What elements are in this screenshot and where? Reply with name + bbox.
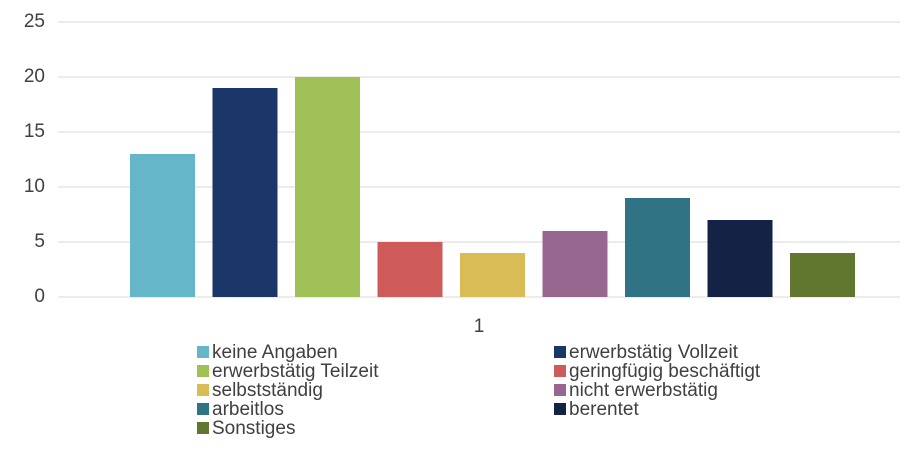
legend-label: arbeitlos: [212, 399, 284, 420]
legend-label: erwerbstätig Teilzeit: [212, 361, 379, 382]
legend-label: selbstständig: [212, 380, 323, 401]
legend-swatch: [197, 422, 209, 434]
bar: [295, 77, 360, 297]
bar: [212, 88, 278, 297]
bar: [130, 154, 195, 297]
y-tick-label: 0: [34, 286, 45, 307]
bar: [460, 253, 525, 297]
bar: [625, 198, 690, 297]
legend-label: keine Angaben: [212, 342, 338, 363]
bar: [707, 220, 773, 297]
legend-swatch: [554, 365, 566, 377]
legend-swatch: [197, 346, 209, 358]
bar: [542, 231, 608, 297]
bar: [377, 242, 443, 297]
legend-label: geringfügig beschäftigt: [569, 361, 761, 382]
x-tick-label: 1: [474, 316, 485, 337]
legend-swatch: [554, 384, 566, 396]
legend-label: nicht erwerbstätig: [569, 380, 718, 401]
y-tick-label: 20: [24, 66, 45, 87]
legend-label: Sonstiges: [212, 418, 295, 439]
legend-label: berentet: [569, 399, 639, 420]
bar: [790, 253, 855, 297]
y-tick-label: 10: [24, 176, 45, 197]
legend-swatch: [554, 403, 566, 415]
legend-swatch: [554, 346, 566, 358]
legend-swatch: [197, 384, 209, 396]
y-tick-label: 15: [24, 121, 45, 142]
y-tick-label: 5: [34, 231, 45, 252]
legend-label: erwerbstätig Vollzeit: [569, 342, 739, 363]
legend-swatch: [197, 365, 209, 377]
y-tick-label: 25: [24, 11, 45, 32]
legend-swatch: [197, 403, 209, 415]
